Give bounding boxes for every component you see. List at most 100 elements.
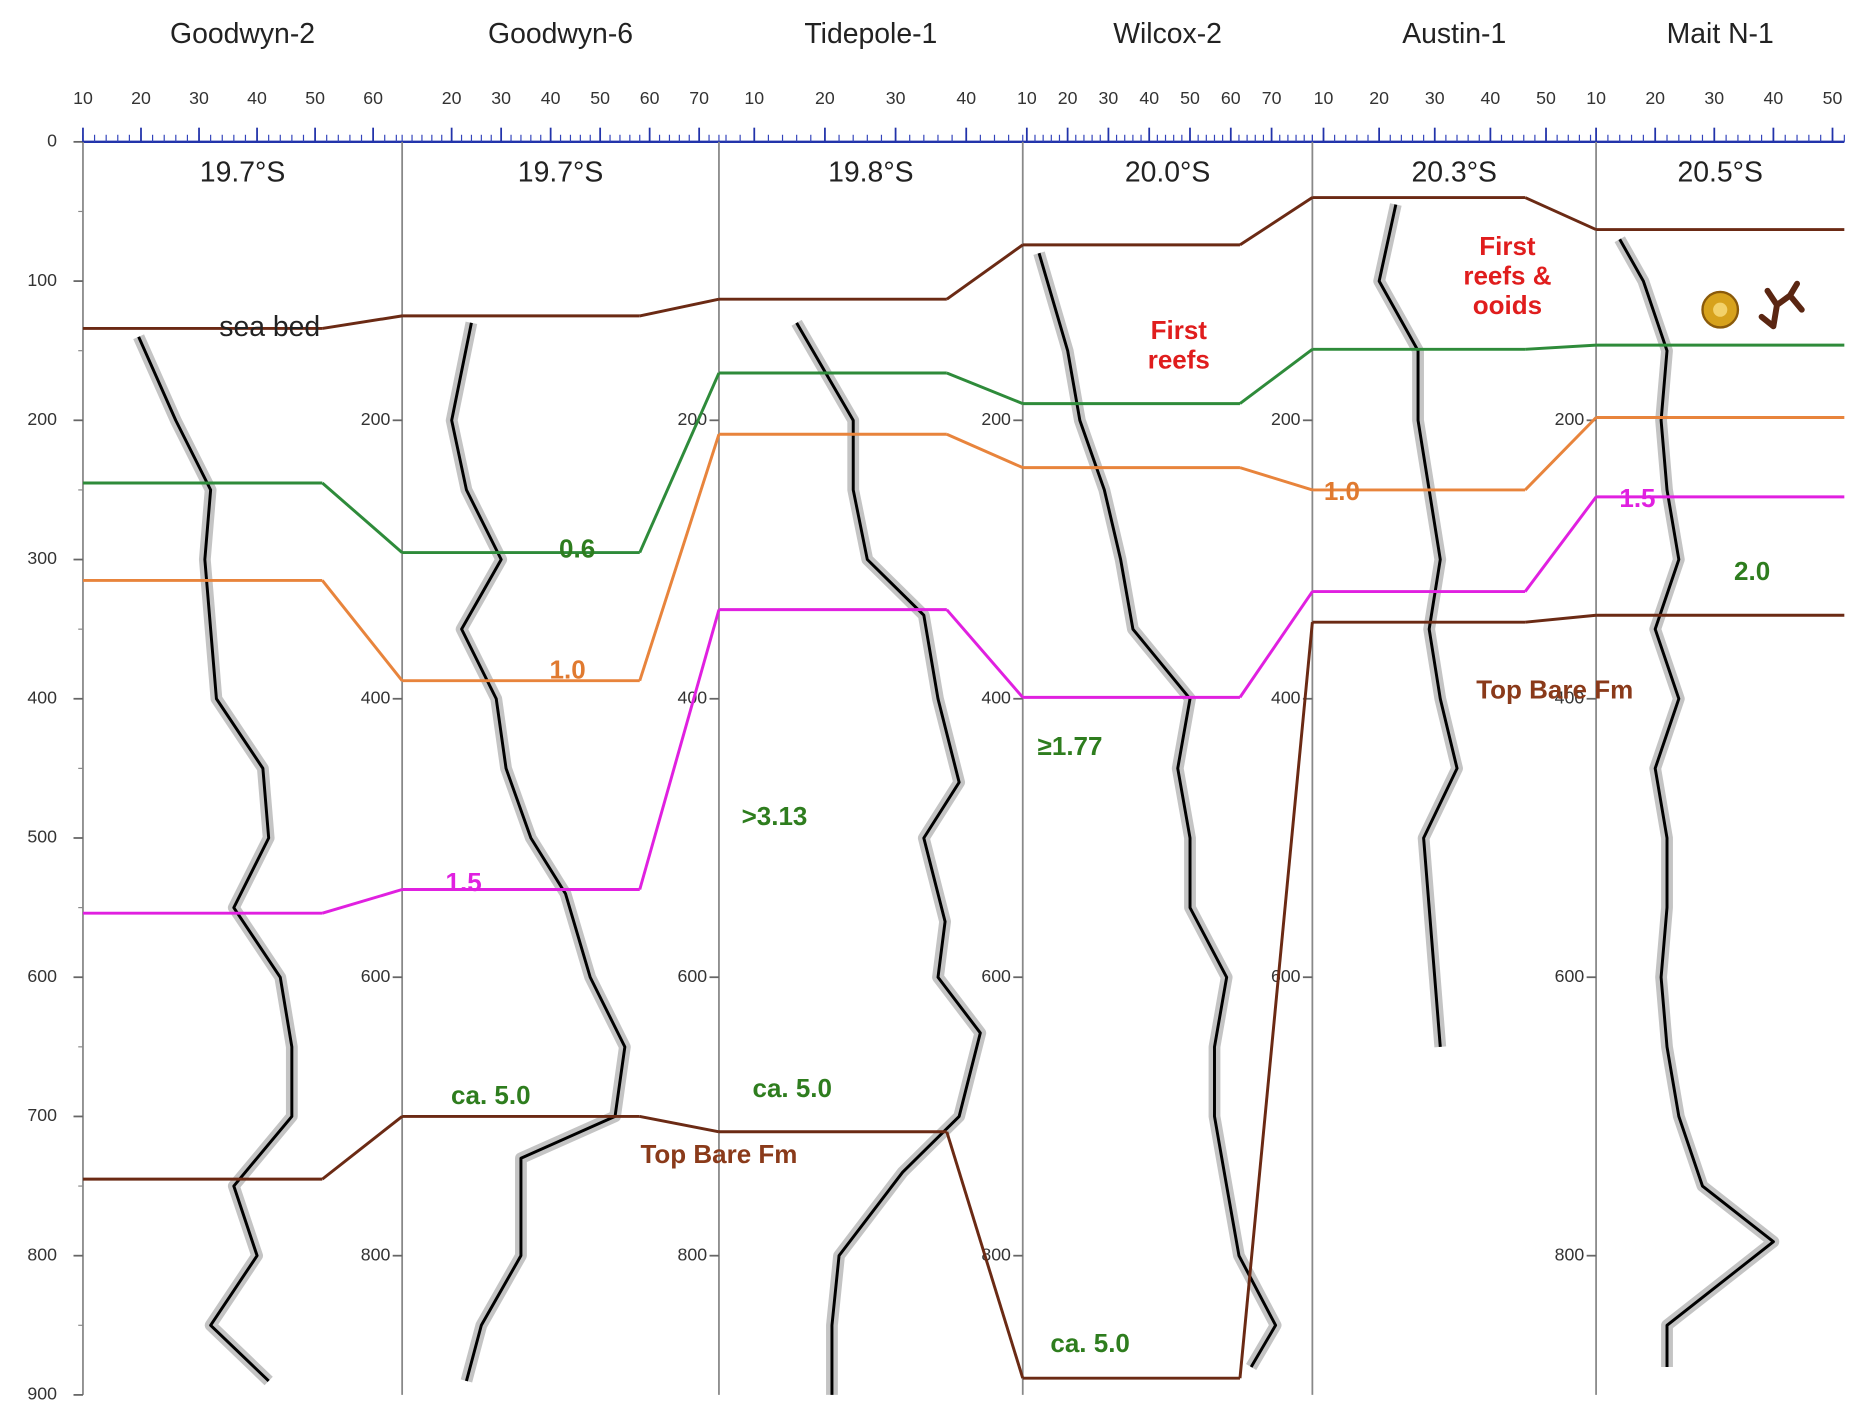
horizon-label: Top Bare Fm	[640, 1139, 797, 1169]
y-tick-label: 0	[47, 131, 57, 151]
horizon-link	[1523, 496, 1598, 593]
y-tick-label: 600	[27, 966, 57, 986]
well-name: Wilcox-2	[1113, 18, 1222, 50]
y-tick-label: 800	[27, 1244, 57, 1264]
x-tick-label: 20	[1369, 88, 1389, 108]
log-curve	[450, 322, 627, 1382]
well-latitude: 19.8°S	[828, 156, 913, 188]
depth-tick-label: 800	[1555, 1244, 1585, 1264]
depth-tick-label: 600	[981, 966, 1011, 986]
annotation: ca. 5.0	[752, 1073, 832, 1103]
horizon-link	[638, 433, 721, 682]
horizon-link	[945, 243, 1024, 301]
well-panel: Tidepole-1 19.8°S 10 20 30 40 200 400 600 800	[678, 18, 1024, 1395]
well-name: Goodwyn-2	[170, 18, 315, 50]
x-tick-label: 40	[956, 88, 976, 108]
x-tick-label: 20	[442, 88, 462, 108]
ooid-icon	[1701, 290, 1740, 329]
y-tick-label: 700	[27, 1105, 57, 1125]
depth-tick-label: 400	[1555, 687, 1585, 707]
horizon-link	[321, 888, 403, 915]
x-tick-label: 60	[1221, 88, 1241, 108]
depth-tick-label: 400	[678, 687, 708, 707]
depth-tick-label: 600	[678, 966, 708, 986]
annotation: reefs &	[1463, 261, 1551, 291]
well-name: Austin-1	[1402, 18, 1506, 50]
well-panel: Goodwyn-6 19.7°S 20 30 40 50 60 70 200 400 600 800	[361, 18, 720, 1395]
depth-tick-label: 200	[981, 409, 1011, 429]
y-tick-label: 300	[27, 548, 57, 568]
x-tick-label: 40	[1139, 88, 1159, 108]
x-tick-label: 50	[1536, 88, 1556, 108]
well-latitude: 19.7°S	[518, 156, 603, 188]
x-tick-label: 70	[1262, 88, 1282, 108]
log-envelope	[791, 319, 987, 1395]
y-tick-label: 400	[27, 687, 57, 707]
annotation: 0.6	[559, 534, 595, 564]
log-curve	[1618, 238, 1775, 1368]
depth-tick-label: 400	[1271, 687, 1301, 707]
x-tick-label: 40	[541, 88, 561, 108]
y-tick-label: 100	[27, 270, 57, 290]
horizon-link	[638, 609, 721, 890]
x-tick-label: 40	[1764, 88, 1784, 108]
x-tick-label: 30	[1425, 88, 1445, 108]
well-name: Tidepole-1	[804, 18, 937, 50]
x-tick-label: 10	[744, 88, 764, 108]
annotation: 2.0	[1734, 556, 1770, 586]
annotation: 1.0	[1324, 476, 1360, 506]
annotation: First	[1151, 315, 1208, 345]
x-tick-label: 30	[491, 88, 511, 108]
well-panel: Austin-1 20.3°S 10 20 30 40 50 200 400 600	[1271, 18, 1592, 1395]
depth-tick-label: 200	[361, 409, 391, 429]
horizon-link	[1525, 613, 1597, 624]
x-tick-label: 60	[363, 88, 383, 108]
x-tick-label: 40	[247, 88, 267, 108]
x-tick-label: 10	[1314, 88, 1334, 108]
log-curve	[795, 322, 982, 1395]
annotation: ca. 5.0	[1050, 1328, 1130, 1358]
x-tick-label: 50	[590, 88, 610, 108]
x-tick-label: 20	[131, 88, 151, 108]
x-tick-label: 30	[1704, 88, 1724, 108]
log-envelope	[1033, 251, 1282, 1370]
well-name: Mait N-1	[1667, 18, 1774, 50]
well-panel: Goodwyn-2 19.7°S 10 20 30 40 50 60	[73, 18, 397, 1386]
well-latitude: 19.7°S	[200, 156, 285, 188]
x-tick-label: 30	[1099, 88, 1119, 108]
horizon-link	[1239, 196, 1314, 247]
horizon-link	[639, 297, 720, 318]
x-tick-label: 20	[1645, 88, 1665, 108]
coral-icon	[1758, 280, 1805, 330]
horizon-link	[946, 371, 1024, 405]
horizon-link	[945, 1131, 1025, 1379]
x-tick-label: 10	[73, 88, 93, 108]
horizon-link	[1525, 343, 1597, 351]
x-tick-label: 70	[689, 88, 709, 108]
annotation: reefs	[1148, 345, 1210, 375]
depth-tick-label: 600	[1271, 966, 1301, 986]
depth-tick-label: 400	[361, 687, 391, 707]
horizon-label: sea bed	[219, 311, 320, 343]
depth-tick-label: 800	[678, 1244, 708, 1264]
x-tick-label: 50	[1180, 88, 1200, 108]
annotation: 1.5	[1619, 483, 1655, 513]
log-envelope	[133, 334, 298, 1386]
depth-tick-label: 200	[1555, 409, 1585, 429]
log-envelope	[1614, 236, 1780, 1368]
horizon-link	[638, 372, 721, 554]
x-tick-label: 20	[1058, 88, 1078, 108]
horizon-link	[321, 481, 404, 554]
well-name: Goodwyn-6	[488, 18, 633, 50]
well-latitude: 20.0°S	[1125, 156, 1210, 188]
x-tick-label: 60	[640, 88, 660, 108]
depth-tick-label: 600	[361, 966, 391, 986]
y-tick-label: 900	[27, 1384, 57, 1402]
horizon-link	[945, 608, 1024, 699]
x-tick-label: 50	[305, 88, 325, 108]
x-tick-label: 40	[1481, 88, 1501, 108]
horizon-link	[1239, 466, 1313, 492]
horizon-link	[1239, 348, 1314, 405]
depth-tick-label: 800	[981, 1244, 1011, 1264]
annotation: ca. 5.0	[451, 1080, 531, 1110]
